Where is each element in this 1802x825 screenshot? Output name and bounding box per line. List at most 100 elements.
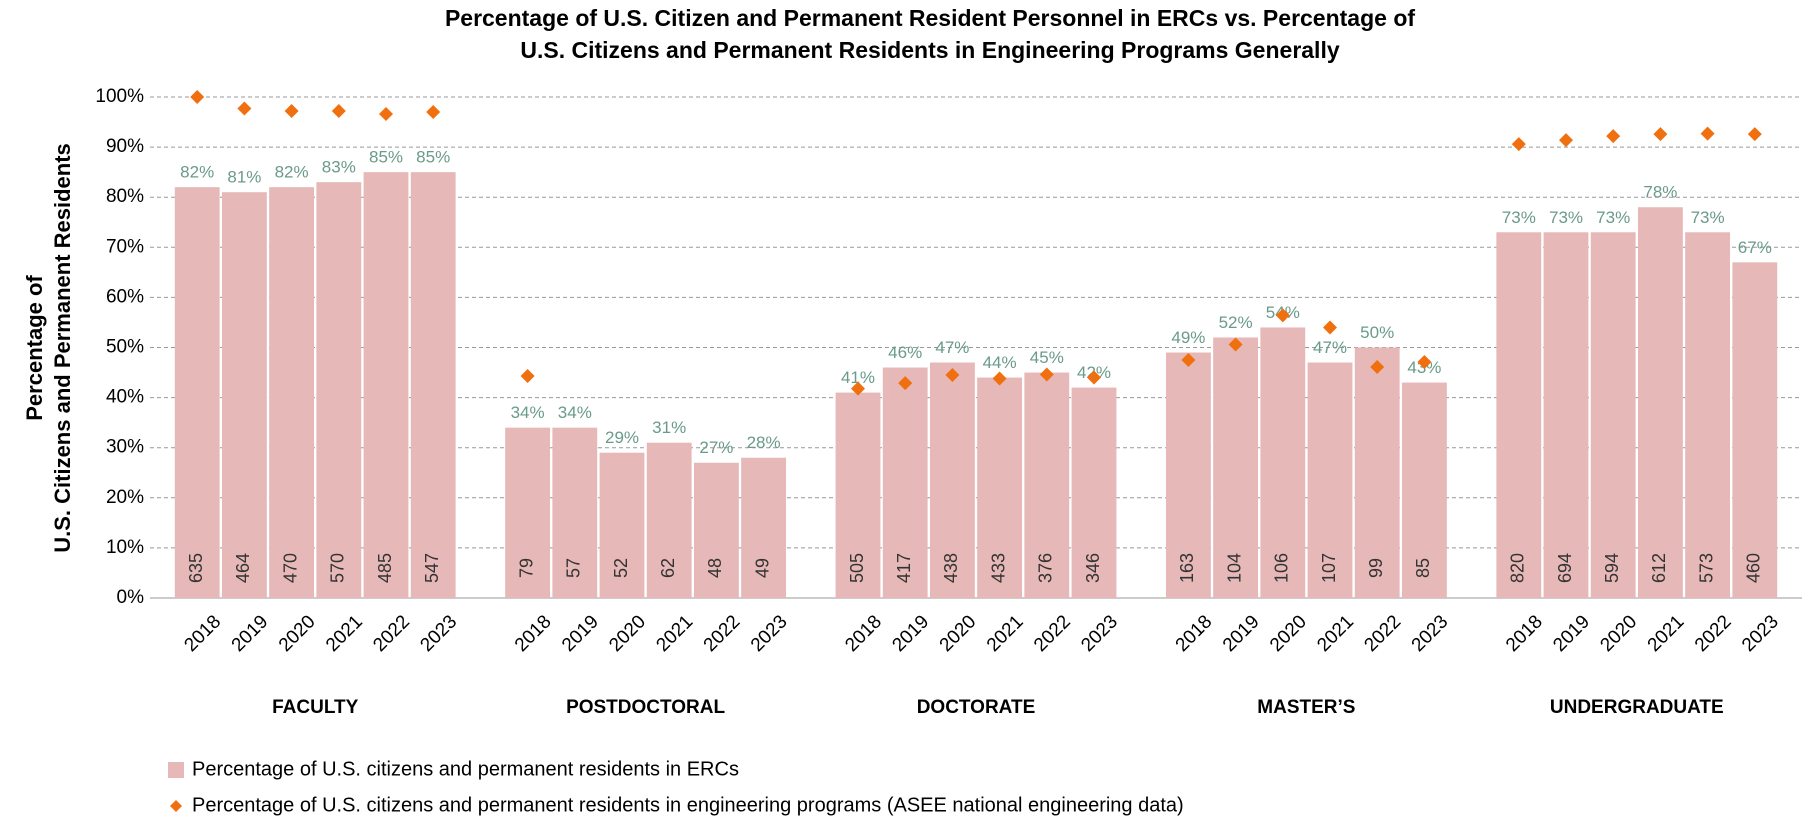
diamond-marker [1559,133,1573,148]
bar [1637,207,1683,598]
bar [552,427,598,598]
x-tick-label: 2022 [1691,611,1736,656]
x-tick-label: 2018 [180,611,225,656]
data-label: 27% [699,438,733,457]
count-label: 79 [516,558,536,578]
count-label: 570 [328,553,348,583]
x-tick-label: 2019 [558,611,603,656]
x-tick-label: 2022 [1030,611,1075,656]
data-label: 34% [558,403,592,422]
bar [505,427,551,598]
data-label: 78% [1643,183,1677,202]
count-label: 438 [941,553,961,583]
y-tick-label: 0% [117,587,145,608]
count-label: 376 [1036,553,1056,583]
diamond-marker [379,107,393,122]
count-label: 464 [233,553,253,583]
count-label: 85 [1413,558,1433,578]
count-label: 417 [894,553,914,583]
count-label: 505 [847,553,867,583]
bar [1307,362,1353,598]
data-label: 29% [605,428,639,447]
diamond-marker [1511,137,1526,152]
legend-swatch [170,800,182,812]
count-label: 52 [611,558,631,578]
data-label: 67% [1738,238,1772,257]
x-tick-label: 2019 [888,611,933,656]
bar [1543,232,1589,598]
x-tick-label: 2018 [1502,611,1547,656]
data-label: 73% [1691,208,1725,227]
data-label: 81% [227,168,261,187]
diamond-marker [190,90,205,104]
bar [1024,372,1070,598]
count-label: 163 [1177,553,1197,583]
bar [1165,352,1211,598]
bar [1685,232,1731,598]
group-label: MASTER’S [1257,697,1355,718]
data-label: 41% [841,368,875,387]
diamond-marker [1323,320,1337,335]
data-label: 73% [1549,208,1583,227]
data-label: 73% [1502,208,1536,227]
count-label: 48 [705,558,725,578]
diamond-marker [851,381,865,396]
bar [835,392,881,598]
data-label: 82% [275,163,309,182]
bar [1590,232,1636,598]
y-tick-label: 40% [106,387,144,408]
x-tick-label: 2023 [1408,611,1453,656]
bar [221,192,267,598]
count-label: 49 [752,558,772,578]
bar [1260,327,1306,598]
count-label: 820 [1508,553,1528,583]
bar [410,172,456,598]
x-tick-label: 2023 [747,611,792,656]
bar [929,362,975,598]
x-tick-label: 2021 [983,611,1028,656]
data-label: 44% [983,353,1017,372]
y-axis-title: Percentage of [22,275,47,421]
x-tick-label: 2020 [275,611,320,656]
x-tick-label: 2019 [1219,611,1264,656]
diamond-marker [331,104,346,119]
legend-swatch [168,762,184,778]
count-label: 104 [1224,553,1244,583]
x-tick-label: 2022 [369,611,414,656]
count-label: 346 [1083,553,1103,583]
data-label: 45% [1030,348,1064,367]
count-label: 694 [1555,553,1575,583]
diamond-marker [1181,353,1196,368]
diamond-marker [1228,337,1243,352]
data-label: 82% [180,163,214,182]
x-tick-label: 2018 [511,611,556,656]
count-label: 485 [375,553,395,583]
diamond-marker [992,371,1007,386]
diamond-marker [237,101,252,116]
y-tick-label: 60% [106,286,144,307]
diamond-marker [426,105,441,120]
count-label: 62 [658,558,678,578]
data-label: 46% [888,343,922,362]
bar [599,452,645,598]
diamond-marker [520,369,535,384]
diamond-marker [1370,360,1385,375]
diamond-marker [898,376,913,391]
diamond-marker [1700,126,1715,141]
x-tick-label: 2021 [1644,611,1689,656]
count-label: 99 [1366,558,1386,578]
x-tick-label: 2021 [322,611,367,656]
bar [693,462,739,598]
group-label: FACULTY [272,697,359,718]
x-tick-label: 2020 [936,611,981,656]
bar [269,187,315,598]
legend-label: Percentage of U.S. citizens and permanen… [192,794,1184,816]
data-label: 52% [1219,313,1253,332]
bar [646,442,692,598]
y-tick-label: 80% [106,186,144,207]
count-label: 470 [280,553,300,583]
bar [1213,337,1259,598]
count-label: 460 [1744,553,1764,583]
count-label: 107 [1319,553,1339,583]
